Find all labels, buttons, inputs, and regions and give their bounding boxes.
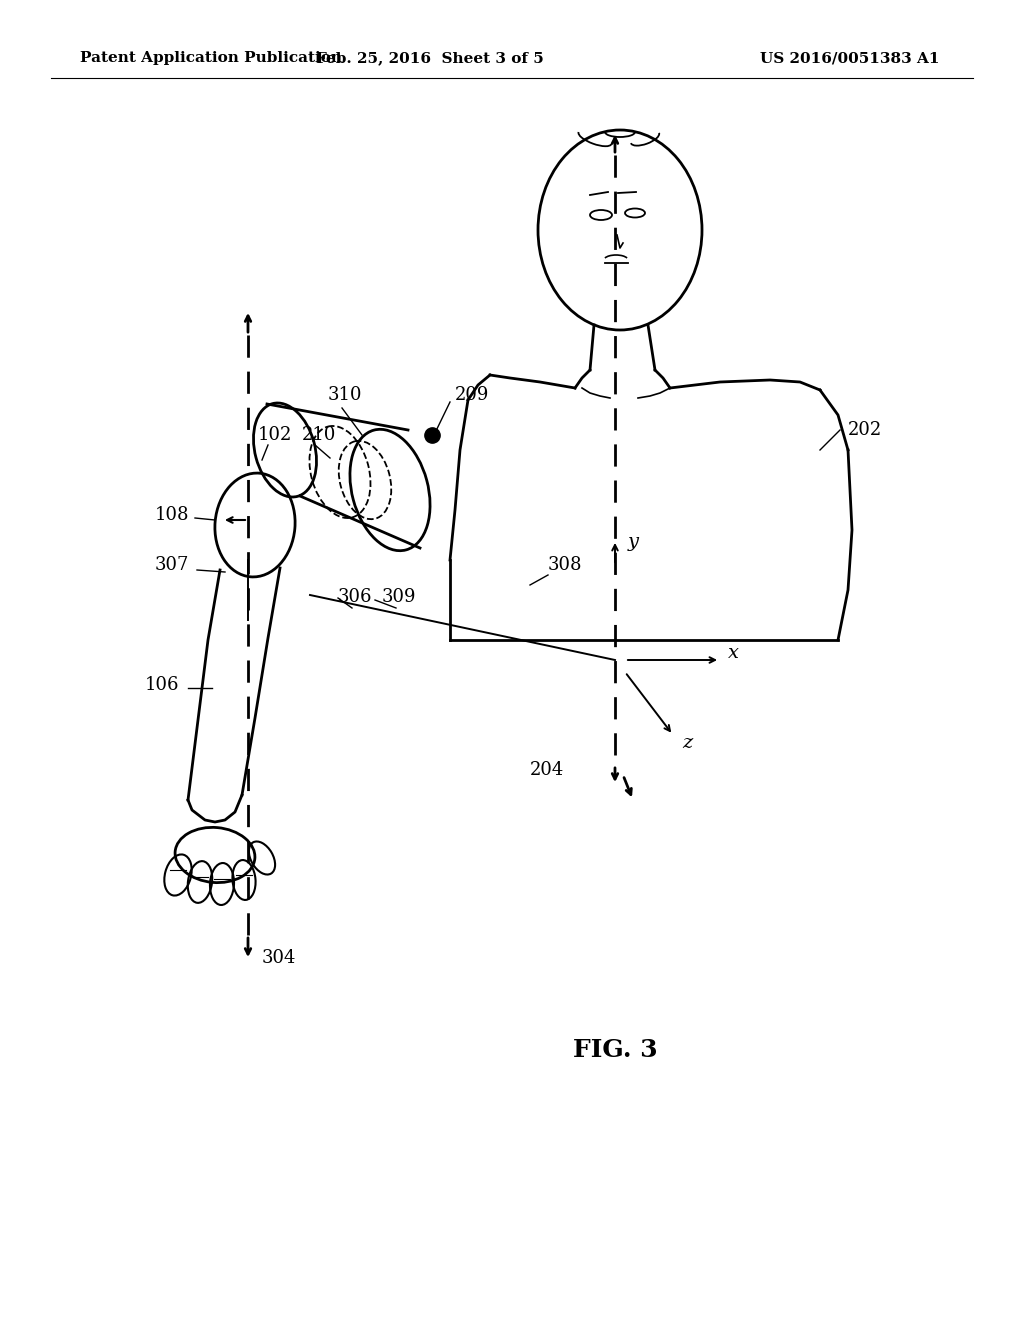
Text: 308: 308: [548, 556, 583, 574]
Text: z: z: [682, 734, 692, 752]
Text: 310: 310: [328, 385, 362, 404]
Text: 102: 102: [258, 426, 293, 444]
Text: US 2016/0051383 A1: US 2016/0051383 A1: [760, 51, 939, 65]
Text: 307: 307: [155, 556, 189, 574]
Text: 210: 210: [302, 426, 336, 444]
Text: 306: 306: [338, 587, 373, 606]
Text: 108: 108: [155, 506, 189, 524]
Text: Patent Application Publication: Patent Application Publication: [80, 51, 342, 65]
Text: 204: 204: [530, 762, 564, 779]
Text: 202: 202: [848, 421, 883, 440]
Text: y: y: [628, 533, 639, 550]
Text: x: x: [728, 644, 739, 663]
Text: 209: 209: [455, 385, 489, 404]
Text: 309: 309: [382, 587, 417, 606]
Text: 304: 304: [262, 949, 296, 968]
Text: 106: 106: [145, 676, 179, 694]
Text: Feb. 25, 2016  Sheet 3 of 5: Feb. 25, 2016 Sheet 3 of 5: [316, 51, 544, 65]
Text: FIG. 3: FIG. 3: [572, 1038, 657, 1063]
